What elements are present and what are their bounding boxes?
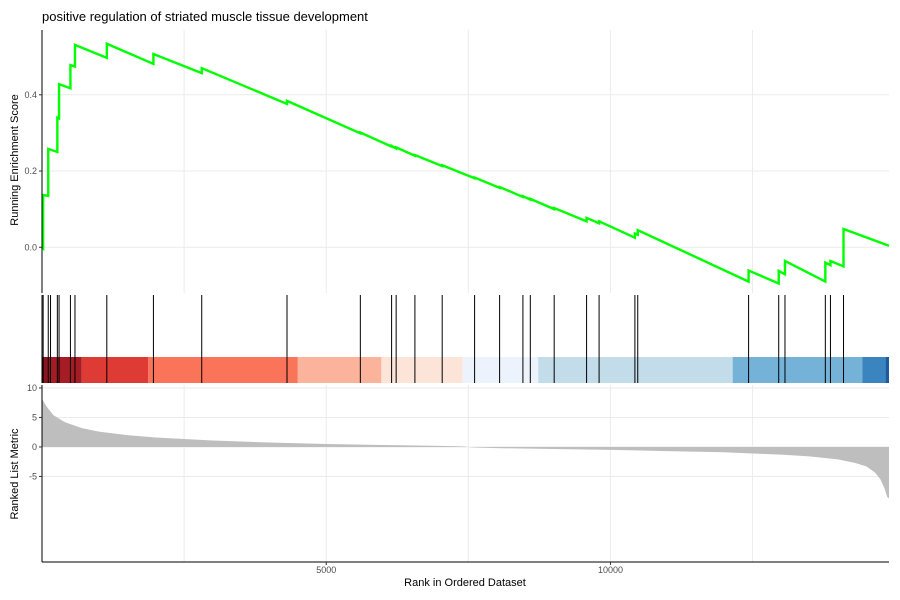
rank-band xyxy=(732,357,863,383)
x-tick-label: 5000 xyxy=(316,565,336,575)
y-tick-label: 0.4 xyxy=(24,90,37,100)
y-tick-label: 0.0 xyxy=(24,242,37,252)
rank-band xyxy=(50,357,82,383)
rank-band xyxy=(862,357,886,383)
y-tick-label: 5 xyxy=(32,412,37,422)
rank-band xyxy=(885,357,889,383)
rank-band xyxy=(42,357,51,383)
running-score-gridlines xyxy=(42,30,889,293)
axes xyxy=(41,30,889,563)
y-axis-title-running-score: Running Enrichment Score xyxy=(9,94,21,225)
x-axis-title: Rank in Ordered Dataset xyxy=(404,577,526,589)
rank-band xyxy=(81,357,149,383)
rank-color-bar xyxy=(42,357,889,383)
ranked-metric-area xyxy=(42,398,889,499)
tick-labels: 0.0 0.2 0.4 -5 0 5 10 5000 10000 xyxy=(24,90,622,575)
y-tick-label: 0 xyxy=(32,442,37,452)
rank-band xyxy=(462,357,539,383)
running-score-line xyxy=(41,41,890,286)
y-tick-label: 0.2 xyxy=(24,166,37,176)
y-axis-title-ranked-metric: Ranked List Metric xyxy=(9,428,21,520)
y-tick-label: -5 xyxy=(29,471,37,481)
rank-band xyxy=(148,357,298,383)
chart-title: positive regulation of striated muscle t… xyxy=(42,9,368,24)
y-tick-label: 10 xyxy=(27,383,37,393)
gene-hit-ticks xyxy=(42,295,845,383)
rank-band xyxy=(538,357,733,383)
rank-band xyxy=(297,357,382,383)
ranked-metric-gridlines xyxy=(42,385,889,562)
x-tick-label: 10000 xyxy=(598,565,623,575)
rank-band xyxy=(381,357,463,383)
